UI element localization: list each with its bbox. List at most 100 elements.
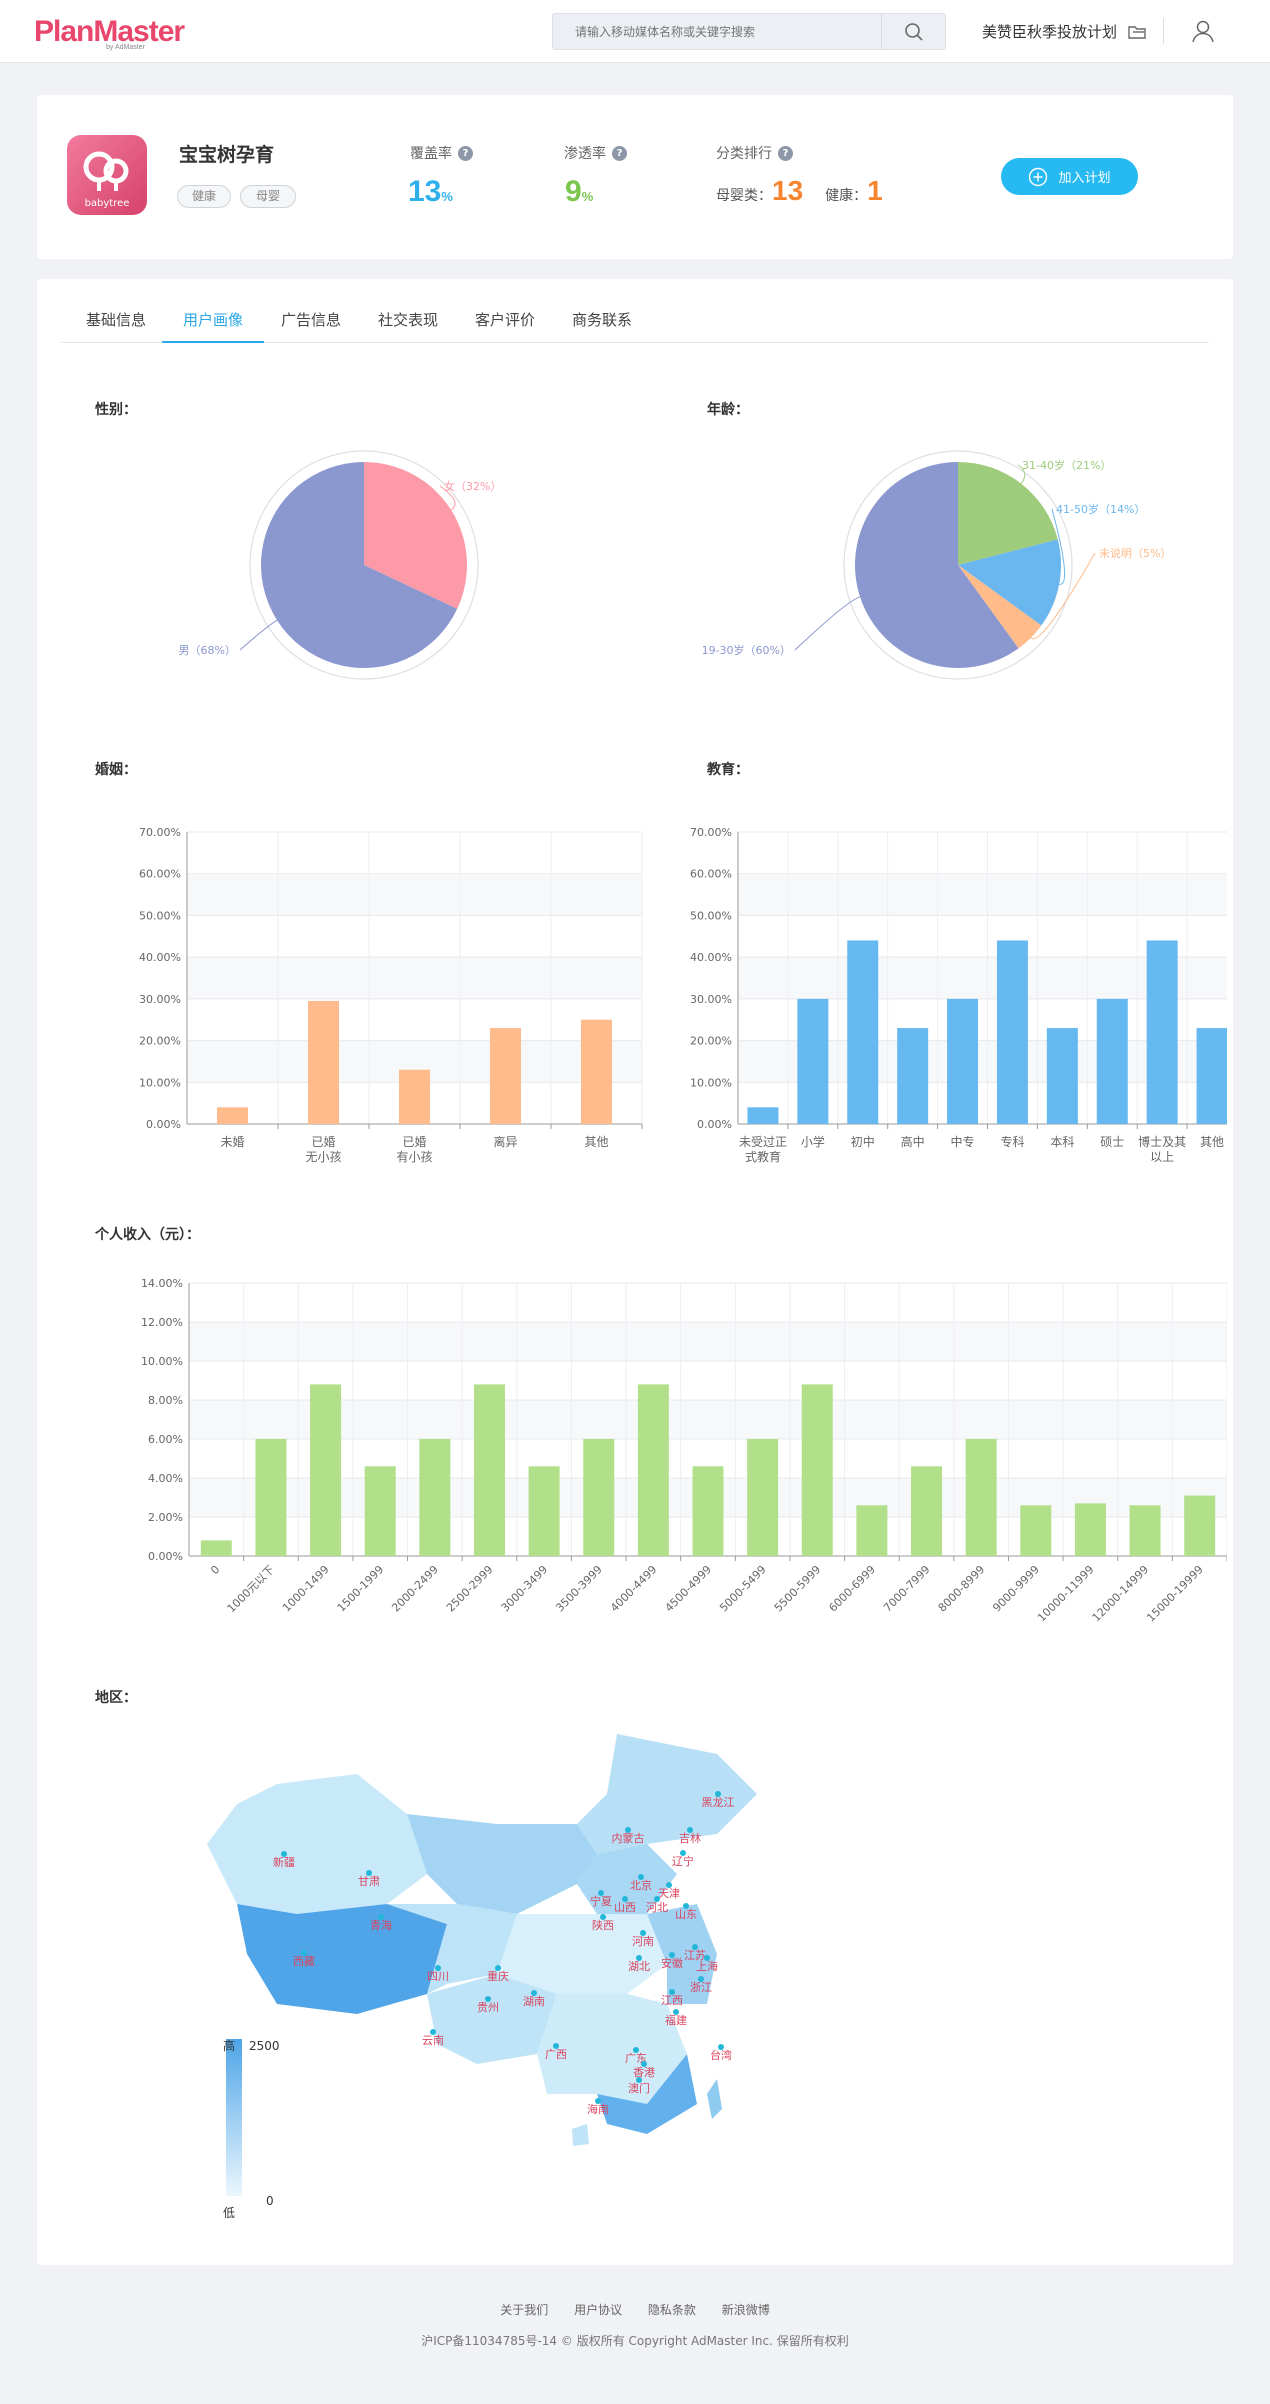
map-province-marker[interactable] bbox=[366, 1870, 372, 1876]
map-province-marker[interactable] bbox=[654, 1896, 660, 1902]
bar[interactable] bbox=[583, 1439, 615, 1556]
footer-about-link[interactable]: 关于我们 bbox=[500, 2303, 549, 2317]
bar[interactable] bbox=[965, 1439, 997, 1556]
map-region-qinghai[interactable] bbox=[387, 1904, 517, 1994]
map-province-marker[interactable] bbox=[698, 1976, 704, 1982]
map-region-southwest[interactable] bbox=[427, 1974, 557, 2064]
map-province-marker[interactable] bbox=[673, 2009, 679, 2015]
map-province-marker[interactable] bbox=[485, 1996, 491, 2002]
bar[interactable] bbox=[747, 1107, 779, 1124]
map-province-marker[interactable] bbox=[638, 1874, 644, 1880]
bar[interactable] bbox=[399, 1069, 430, 1124]
map-province-marker[interactable] bbox=[495, 1965, 501, 1971]
map-province-marker[interactable] bbox=[640, 1930, 646, 1936]
tab-user-profile[interactable]: 用户画像 bbox=[182, 311, 243, 329]
map-province-marker[interactable] bbox=[531, 1990, 537, 1996]
bar[interactable] bbox=[419, 1439, 451, 1556]
map-region-guangdong[interactable] bbox=[597, 2054, 697, 2134]
map-province-marker[interactable] bbox=[715, 1791, 721, 1797]
pie-slice[interactable] bbox=[261, 462, 458, 668]
map-province-marker[interactable] bbox=[692, 1944, 698, 1950]
bar[interactable] bbox=[847, 940, 879, 1124]
map-province-marker[interactable] bbox=[641, 2061, 647, 2067]
map-province-marker[interactable] bbox=[718, 2044, 724, 2050]
map-province-marker[interactable] bbox=[553, 2043, 559, 2049]
map-province-marker[interactable] bbox=[636, 1955, 642, 1961]
map-province-marker[interactable] bbox=[633, 2047, 639, 2053]
bar[interactable] bbox=[856, 1505, 888, 1556]
map-province-marker[interactable] bbox=[683, 1903, 689, 1909]
tab-ad-info[interactable]: 广告信息 bbox=[280, 311, 341, 329]
tab-business-contact[interactable]: 商务联系 bbox=[571, 311, 632, 329]
footer-weibo-link[interactable]: 新浪微博 bbox=[721, 2303, 770, 2317]
bar[interactable] bbox=[797, 998, 829, 1124]
bar[interactable] bbox=[1020, 1505, 1052, 1556]
bar[interactable] bbox=[947, 998, 979, 1124]
bar[interactable] bbox=[1046, 1028, 1078, 1124]
tab-social[interactable]: 社交表现 bbox=[377, 311, 438, 329]
footer-privacy-link[interactable]: 隐私条款 bbox=[647, 2303, 696, 2317]
map-province-marker[interactable] bbox=[680, 1850, 686, 1856]
map-region-north[interactable] bbox=[577, 1844, 677, 1914]
map-province-marker[interactable] bbox=[704, 1955, 710, 1961]
pie-slice[interactable] bbox=[958, 539, 1061, 626]
bar[interactable] bbox=[528, 1466, 560, 1556]
bar[interactable] bbox=[308, 1000, 339, 1124]
pie-slice[interactable] bbox=[958, 462, 1058, 565]
search-button[interactable] bbox=[881, 14, 945, 49]
map-province-marker[interactable] bbox=[669, 1989, 675, 1995]
bar[interactable] bbox=[1196, 1028, 1227, 1124]
map-province-marker[interactable] bbox=[600, 1914, 606, 1920]
pie-slice[interactable] bbox=[364, 462, 467, 609]
bar[interactable] bbox=[310, 1384, 342, 1556]
bar[interactable] bbox=[200, 1540, 232, 1556]
current-plan-link[interactable]: 美赞臣秋季投放计划 bbox=[982, 21, 1147, 42]
pie-slice[interactable] bbox=[958, 565, 1042, 649]
map-province-marker[interactable] bbox=[281, 1851, 287, 1857]
bar[interactable] bbox=[996, 940, 1028, 1124]
map-province-marker[interactable] bbox=[622, 1896, 628, 1902]
user-account-icon[interactable] bbox=[1190, 18, 1216, 44]
map-region-xizang[interactable] bbox=[237, 1904, 447, 2014]
bar[interactable] bbox=[364, 1466, 396, 1556]
add-to-plan-button[interactable]: 加入计划 bbox=[1001, 158, 1138, 195]
map-province-marker[interactable] bbox=[435, 1965, 441, 1971]
map-province-marker[interactable] bbox=[430, 2029, 436, 2035]
bar[interactable] bbox=[801, 1384, 833, 1556]
bar[interactable] bbox=[490, 1028, 521, 1124]
map-region-south-central[interactable] bbox=[537, 1994, 687, 2104]
tab-basic-info[interactable]: 基础信息 bbox=[85, 311, 146, 329]
map-province-marker[interactable] bbox=[378, 1914, 384, 1920]
map-region-hainan[interactable] bbox=[572, 2124, 589, 2146]
map-province-marker[interactable] bbox=[598, 1890, 604, 1896]
bar[interactable] bbox=[637, 1384, 669, 1556]
map-region-xinjiang[interactable] bbox=[207, 1774, 427, 1914]
map-region-northwest[interactable] bbox=[407, 1814, 597, 1914]
tag-health[interactable]: 健康 bbox=[177, 185, 231, 208]
bar[interactable] bbox=[1096, 998, 1128, 1124]
map-province-marker[interactable] bbox=[669, 1952, 675, 1958]
bar[interactable] bbox=[897, 1028, 929, 1124]
map-region-central[interactable] bbox=[497, 1914, 667, 1994]
search-input[interactable] bbox=[553, 14, 883, 49]
bar[interactable] bbox=[255, 1439, 287, 1556]
bar[interactable] bbox=[581, 1019, 612, 1124]
map-region-taiwan[interactable] bbox=[707, 2079, 722, 2119]
map-province-marker[interactable] bbox=[595, 2098, 601, 2104]
map-province-marker[interactable] bbox=[301, 1950, 307, 1956]
penetration-help-icon[interactable]: ? bbox=[612, 145, 627, 161]
planmaster-logo[interactable]: PlanMaster by AdMaster bbox=[34, 14, 185, 51]
bar[interactable] bbox=[1184, 1495, 1216, 1556]
rank-help-icon[interactable]: ? bbox=[778, 145, 793, 161]
bar[interactable] bbox=[217, 1107, 248, 1124]
bar[interactable] bbox=[1129, 1505, 1161, 1556]
map-province-marker[interactable] bbox=[625, 1827, 631, 1833]
tab-reviews[interactable]: 客户评价 bbox=[474, 311, 535, 329]
bar[interactable] bbox=[1146, 940, 1178, 1124]
bar[interactable] bbox=[747, 1439, 779, 1556]
map-province-marker[interactable] bbox=[666, 1882, 672, 1888]
coverage-help-icon[interactable]: ? bbox=[458, 145, 473, 161]
bar[interactable] bbox=[473, 1384, 505, 1556]
map-region-northeast[interactable] bbox=[577, 1734, 757, 1854]
map-province-marker[interactable] bbox=[636, 2077, 642, 2083]
